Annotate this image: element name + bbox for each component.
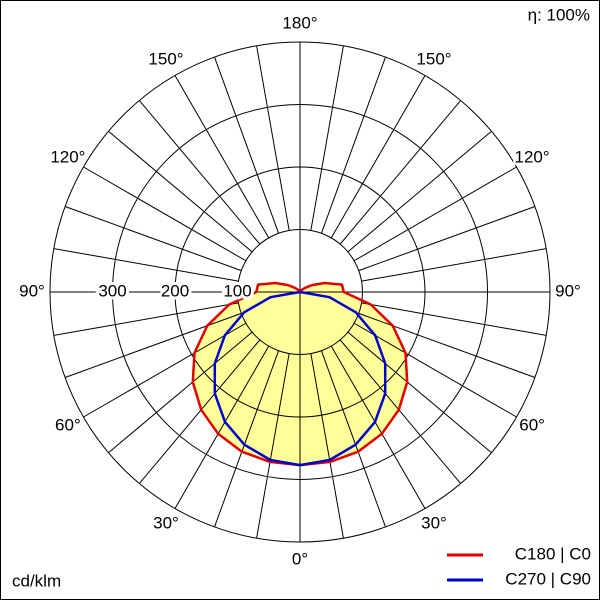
fills (192, 283, 408, 466)
area-fill (214, 292, 300, 466)
labels: 100 200 300 0° 30° 30° 60° 60° 90° 90° 120° 120° 150… (17, 11, 584, 571)
spoke (353, 166, 517, 262)
spoke (339, 339, 462, 484)
area-fill (300, 292, 386, 466)
spoke (361, 302, 547, 336)
spoke (347, 130, 492, 253)
unit: cd/klm (12, 571, 61, 590)
spoke (83, 166, 247, 262)
spoke (53, 302, 239, 336)
spoke (214, 350, 280, 528)
spoke (310, 45, 344, 231)
spoke (64, 206, 242, 272)
angle-tick-label: 150° (148, 49, 183, 68)
curves (191, 281, 409, 467)
angle-tick-label: 150° (416, 49, 451, 68)
spoke (330, 75, 426, 239)
spoke (174, 75, 270, 239)
angle-tick-label: 90° (555, 281, 581, 300)
r-tick-label: 300 (98, 281, 126, 300)
spoke (310, 353, 344, 539)
series-line (191, 281, 301, 467)
r-tick-label: 100 (223, 281, 251, 300)
angle-tick-label: 0° (292, 549, 308, 568)
angle-tick-label: 90° (19, 281, 45, 300)
spoke (83, 322, 247, 418)
legend-label: C180 | C0 (515, 544, 591, 563)
spoke (358, 312, 536, 378)
angle-tick-label: 60° (55, 415, 81, 434)
spoke (108, 331, 253, 454)
angle-tick-label: 60° (519, 415, 545, 434)
series-line (213, 290, 301, 467)
angle-tick-label: 120° (50, 147, 85, 166)
spoke (256, 353, 290, 539)
spoke (347, 331, 492, 454)
spoke (108, 130, 253, 253)
angle-tick-label: 30° (153, 514, 179, 533)
spoke (174, 345, 270, 509)
spoke (214, 56, 280, 234)
angle-tick-label: 120° (515, 147, 550, 166)
spoke (361, 248, 547, 282)
grid (49, 41, 551, 543)
angle-tick-label: 180° (282, 13, 317, 32)
spoke (320, 56, 386, 234)
spoke (64, 312, 242, 378)
spoke (358, 206, 536, 272)
spoke (138, 100, 261, 245)
spoke (320, 350, 386, 528)
r-tick-label: 200 (161, 281, 189, 300)
spoke (138, 339, 261, 484)
angle-tick-label: 30° (421, 514, 447, 533)
spoke (256, 45, 290, 231)
series-line (299, 290, 387, 467)
series-line (299, 281, 409, 467)
efficiency: η: 100% (528, 5, 590, 24)
spoke (330, 345, 426, 509)
legend-label: C270 | C90 (505, 569, 591, 588)
spoke (353, 322, 517, 418)
spoke (339, 100, 462, 245)
spoke (53, 248, 239, 282)
